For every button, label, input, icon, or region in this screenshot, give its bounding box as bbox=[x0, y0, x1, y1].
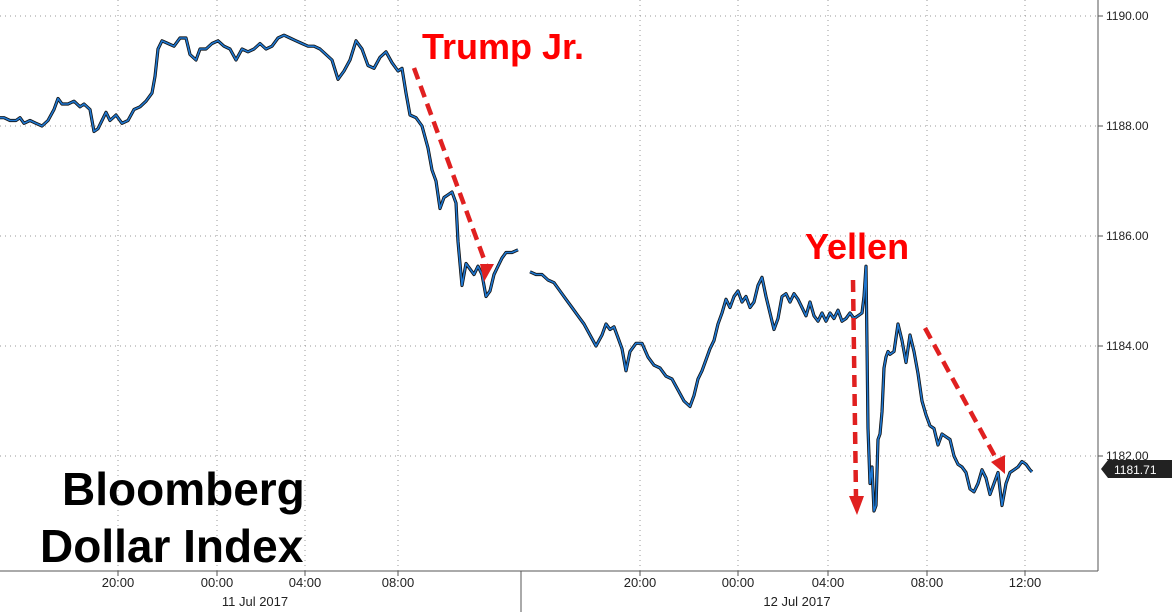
series-segment bbox=[529, 265, 1033, 512]
yellen-arrow-down-head bbox=[849, 496, 864, 515]
y-tick-label: 1190.00 bbox=[1106, 9, 1149, 23]
y-tick-label: 1184.00 bbox=[1106, 339, 1149, 353]
annotation-yellen: Yellen bbox=[805, 226, 909, 267]
chart-title-line-2: Dollar Index bbox=[40, 520, 304, 572]
series-segment bbox=[0, 34, 519, 298]
annotation-trump-jr: Trump Jr. bbox=[422, 26, 584, 67]
x-axis: 20:00 00:00 04:00 08:00 20:00 00:00 04:00 08:00… bbox=[102, 571, 1042, 590]
last-value-box bbox=[1101, 460, 1172, 478]
y-axis: 1182.00 1184.00 1186.00 1188.00 1190.00 bbox=[1098, 9, 1149, 463]
x-tick-label: 00:00 bbox=[201, 575, 234, 590]
trump-arrow-head bbox=[480, 264, 494, 282]
y-tick-label: 1182.00 bbox=[1106, 449, 1149, 463]
post-yellen-arrow-shaft bbox=[923, 326, 1000, 464]
trump-arrow-shaft bbox=[411, 67, 491, 271]
x-tick-label: 20:00 bbox=[624, 575, 657, 590]
x-tick-label: 00:00 bbox=[722, 575, 755, 590]
x-tick-label: 12:00 bbox=[1009, 575, 1042, 590]
yellen-arrow-down-shaft bbox=[850, 279, 859, 499]
series-line bbox=[0, 33, 1034, 513]
x-tick-label: 04:00 bbox=[289, 575, 322, 590]
x-tick-label: 04:00 bbox=[812, 575, 845, 590]
last-value-marker: 1181.71 bbox=[1101, 460, 1172, 478]
date-label-12-jul: 12 Jul 2017 bbox=[763, 594, 830, 609]
y-tick-label: 1186.00 bbox=[1106, 229, 1149, 243]
x-tick-label: 08:00 bbox=[911, 575, 944, 590]
date-label-11-jul: 11 Jul 2017 bbox=[222, 594, 288, 609]
post-yellen-arrow-head bbox=[991, 455, 1005, 474]
y-tick-label: 1188.00 bbox=[1106, 119, 1149, 133]
x-tick-label: 20:00 bbox=[102, 575, 135, 590]
last-value-label: 1181.71 bbox=[1114, 463, 1157, 477]
annotation-arrows bbox=[411, 67, 1005, 515]
gridlines bbox=[0, 0, 1098, 571]
chart-title-line-1: Bloomberg bbox=[62, 463, 305, 515]
x-tick-label: 08:00 bbox=[382, 575, 415, 590]
